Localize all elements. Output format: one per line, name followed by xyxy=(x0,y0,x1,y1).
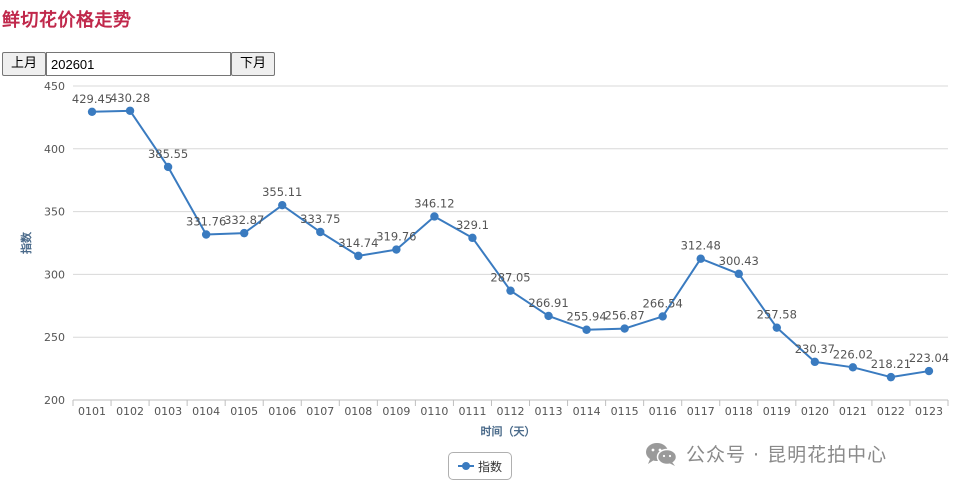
x-axis: 0101 0102 0103 0104 0105 0106 0107 0108 0109 0110… xyxy=(72,399,949,418)
data-label: 223.04 xyxy=(909,351,949,365)
data-point[interactable] xyxy=(506,286,515,295)
x-tick-label: 0102 xyxy=(116,405,144,418)
legend-item-index[interactable]: 指数 xyxy=(448,452,512,480)
x-tick-label: 0120 xyxy=(801,405,829,418)
y-tick-label: 200 xyxy=(44,394,65,407)
data-label: 385.55 xyxy=(148,147,188,161)
data-point[interactable] xyxy=(430,212,439,221)
y-tick-label: 450 xyxy=(44,80,65,93)
data-point[interactable] xyxy=(468,233,477,243)
data-label: 266.54 xyxy=(643,296,683,310)
x-axis-title: 时间（天） xyxy=(481,424,536,438)
data-label: 266.91 xyxy=(528,296,568,310)
data-point[interactable] xyxy=(734,269,743,279)
watermark: 公众号 · 昆明花拍中心 xyxy=(644,440,887,467)
data-label: 430.28 xyxy=(110,91,150,105)
y-tick-label: 300 xyxy=(44,268,65,281)
data-point[interactable] xyxy=(848,363,858,372)
data-point[interactable] xyxy=(278,200,287,210)
data-point[interactable] xyxy=(163,162,173,172)
legend-label: 指数 xyxy=(477,459,502,474)
data-label: 332.87 xyxy=(224,213,264,227)
x-tick-label: 0105 xyxy=(230,405,258,418)
x-tick-label: 0117 xyxy=(687,405,715,418)
x-tick-label: 0107 xyxy=(306,405,334,418)
x-tick-label: 0123 xyxy=(915,405,943,418)
data-point[interactable] xyxy=(924,366,934,376)
x-tick-label: 0108 xyxy=(344,405,372,418)
data-label: 346.12 xyxy=(414,196,454,210)
x-tick-label: 0118 xyxy=(725,405,753,418)
x-tick-label: 0119 xyxy=(763,405,791,418)
data-label: 257.58 xyxy=(757,308,797,322)
grid-lines xyxy=(73,85,948,338)
x-tick-label: 0103 xyxy=(154,405,182,418)
data-label: 230.37 xyxy=(795,342,835,356)
data-label: 319.76 xyxy=(376,230,416,244)
x-tick-label: 0104 xyxy=(192,405,220,418)
data-label: 226.02 xyxy=(833,347,873,361)
data-point[interactable] xyxy=(354,251,363,261)
x-tick-label: 0121 xyxy=(839,405,867,418)
data-label: 312.48 xyxy=(681,239,721,253)
data-label: 287.05 xyxy=(490,271,530,285)
data-label: 429.45 xyxy=(72,92,112,106)
watermark-text: 公众号 · 昆明花拍中心 xyxy=(686,444,888,466)
prev-month-button[interactable]: 上月 xyxy=(2,52,47,76)
wechat-icon xyxy=(646,442,678,466)
data-point[interactable] xyxy=(658,312,667,321)
data-point[interactable] xyxy=(239,228,249,238)
data-point[interactable] xyxy=(772,323,782,332)
data-label: 256.87 xyxy=(605,309,645,323)
data-point[interactable] xyxy=(886,372,896,382)
data-point[interactable] xyxy=(696,254,705,263)
x-tick-label: 0101 xyxy=(78,405,106,418)
x-tick-label: 0113 xyxy=(535,405,563,418)
y-tick-label: 250 xyxy=(44,331,65,344)
x-tick-label: 0110 xyxy=(420,405,448,418)
data-label: 300.43 xyxy=(719,254,759,268)
data-label: 331.76 xyxy=(186,215,226,229)
data-point[interactable] xyxy=(392,245,401,254)
data-label: 333.75 xyxy=(300,212,340,226)
x-tick-label: 0109 xyxy=(382,405,410,418)
x-tick-label: 0112 xyxy=(497,405,525,418)
data-label: 218.21 xyxy=(871,357,911,371)
data-point[interactable] xyxy=(810,357,820,367)
legend-marker-icon xyxy=(457,461,474,471)
data-label: 314.74 xyxy=(338,236,378,250)
y-axis-title: 指数 xyxy=(19,231,33,254)
x-tick-label: 0115 xyxy=(611,405,639,418)
x-tick-label: 0106 xyxy=(268,405,296,418)
month-input[interactable] xyxy=(46,52,232,76)
data-label: 355.11 xyxy=(262,185,302,199)
data-point[interactable] xyxy=(544,311,553,321)
data-point[interactable] xyxy=(87,107,97,117)
next-month-button[interactable]: 下月 xyxy=(231,52,276,76)
series-index xyxy=(87,106,934,382)
x-tick-label: 0111 xyxy=(458,405,486,418)
x-tick-label: 0122 xyxy=(877,405,905,418)
data-point[interactable] xyxy=(582,325,591,334)
data-label: 329.1 xyxy=(456,218,489,232)
x-tick-label: 0114 xyxy=(573,405,601,418)
data-label: 255.94 xyxy=(566,310,606,324)
y-axis: 200 250 300 350 400 450 xyxy=(44,80,65,407)
page-title: 鲜切花价格走势 xyxy=(2,10,132,31)
y-tick-label: 350 xyxy=(44,206,65,219)
month-navigator: 上月 下月 xyxy=(2,52,276,76)
data-point[interactable] xyxy=(125,106,135,115)
y-tick-label: 400 xyxy=(44,143,65,156)
x-tick-label: 0116 xyxy=(649,405,677,418)
data-point[interactable] xyxy=(620,324,629,333)
data-point[interactable] xyxy=(316,227,325,237)
data-point[interactable] xyxy=(201,230,211,239)
